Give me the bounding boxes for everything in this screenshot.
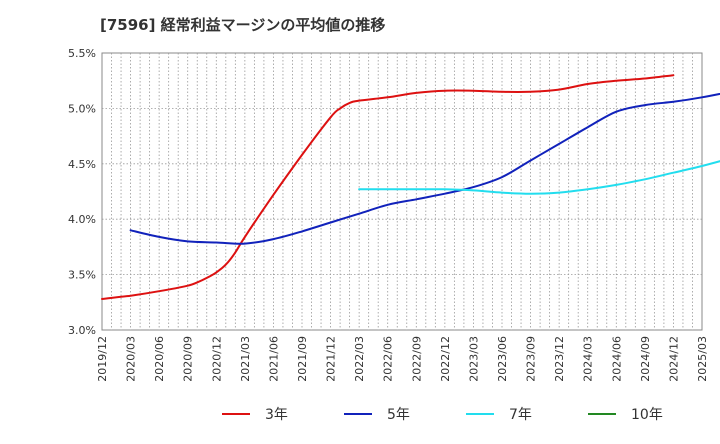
x-tick-label: 2021/09: [296, 336, 309, 382]
legend-label-4: 10年: [631, 407, 663, 423]
plot-frame: [101, 52, 703, 331]
y-tick-label: 3.5%: [68, 269, 96, 282]
legend-label-2: 5年: [387, 407, 410, 423]
series-layer: [101, 74, 720, 300]
x-tick-label: 2022/12: [439, 336, 452, 382]
y-tick-label: 3.0%: [68, 324, 96, 337]
x-tick-label: 2024/09: [639, 336, 652, 382]
y-tick-label: 4.0%: [68, 213, 96, 226]
legend-label-3: 7年: [509, 407, 532, 423]
x-tick-label: 2020/03: [125, 336, 138, 382]
x-tick-label: 2023/09: [525, 336, 538, 382]
x-tick-label: 2022/06: [382, 336, 395, 382]
legend-label-1: 3年: [265, 407, 288, 423]
y-tick-label: 5.0%: [68, 102, 96, 115]
x-tick-label: 2020/09: [182, 336, 195, 382]
x-tick-label: 2024/03: [582, 336, 595, 382]
axis-layer: 3.0% 3.5% 4.0% 4.5% 5.0% 5.5% 2019/12 2020/03 20…: [68, 47, 709, 382]
x-tick-label: 2025/03: [696, 336, 709, 382]
x-tick-label: 2024/06: [610, 336, 623, 382]
x-tick-label: 2020/06: [153, 336, 166, 382]
grid-layer: [101, 52, 703, 331]
x-tick-label: 2022/03: [353, 336, 366, 382]
x-tick-label: 2024/12: [667, 336, 680, 382]
y-tick-label: 5.5%: [68, 47, 96, 60]
x-tick-label: 2022/09: [410, 336, 423, 382]
x-tick-label: 2020/12: [210, 336, 223, 382]
x-tick-label: 2023/03: [467, 336, 480, 382]
x-tick-label: 2021/06: [267, 336, 280, 382]
y-tick-label: 4.5%: [68, 158, 96, 171]
x-tick-label: 2021/12: [325, 336, 338, 382]
chart-title: [7596] 経常利益マージンの平均値の推移: [100, 16, 386, 34]
series-line-3: [358, 160, 720, 195]
x-tick-label: 2023/06: [496, 336, 509, 382]
series-line-1: [101, 74, 675, 300]
x-tick-label: 2021/03: [239, 336, 252, 382]
x-tick-label: 2023/12: [553, 336, 566, 382]
legend-layer: 3年 5年 7年 10年: [222, 407, 663, 423]
x-tick-label: 2019/12: [96, 336, 109, 382]
